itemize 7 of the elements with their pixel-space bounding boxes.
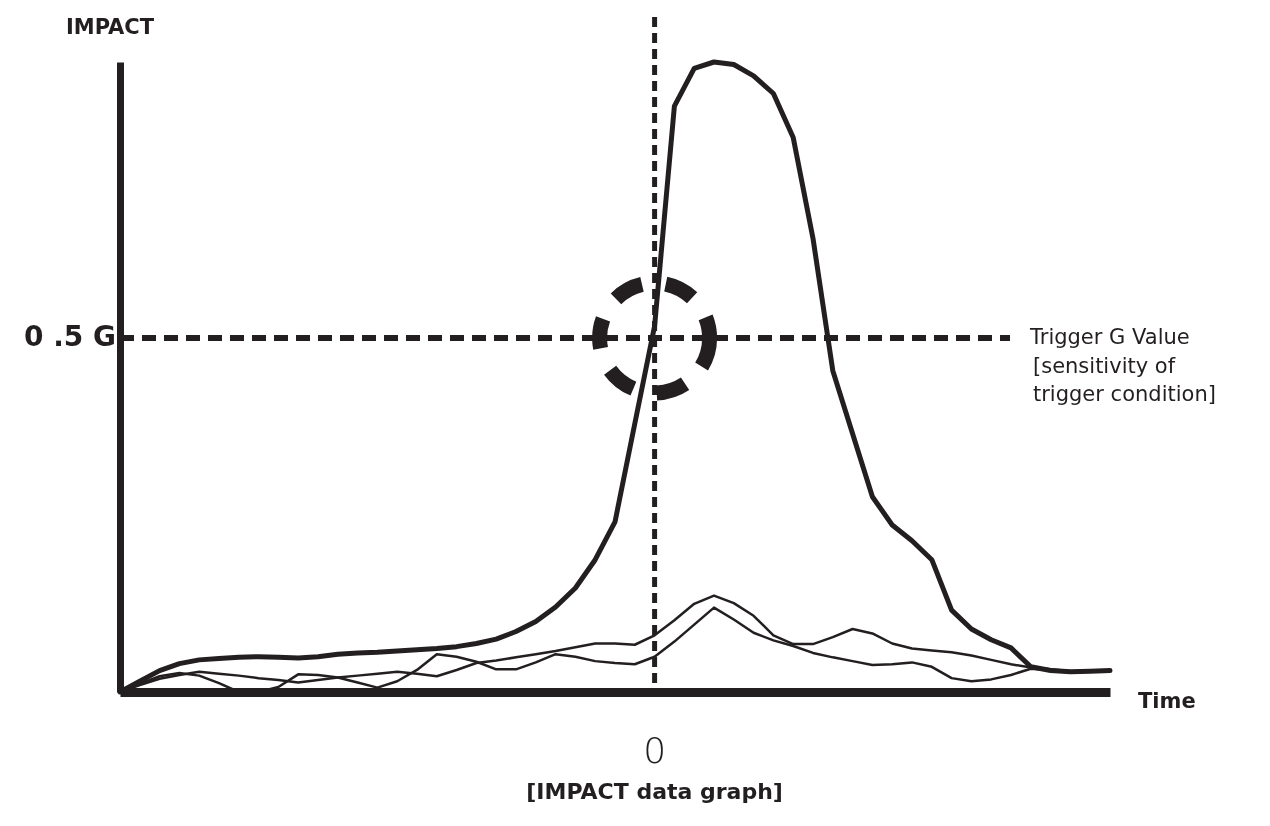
x-axis-title: Time: [1138, 689, 1196, 713]
text: 0: [643, 730, 667, 771]
annotation: Trigger G Value: [1029, 324, 1190, 349]
text: [IMPACT data graph]: [526, 779, 783, 804]
y-axis-title: IMPACT: [65, 15, 155, 39]
ref-line-label: 0 .5 G: [23, 319, 116, 353]
annotation: [sensitivity of trigger condition]: [1033, 353, 1216, 406]
